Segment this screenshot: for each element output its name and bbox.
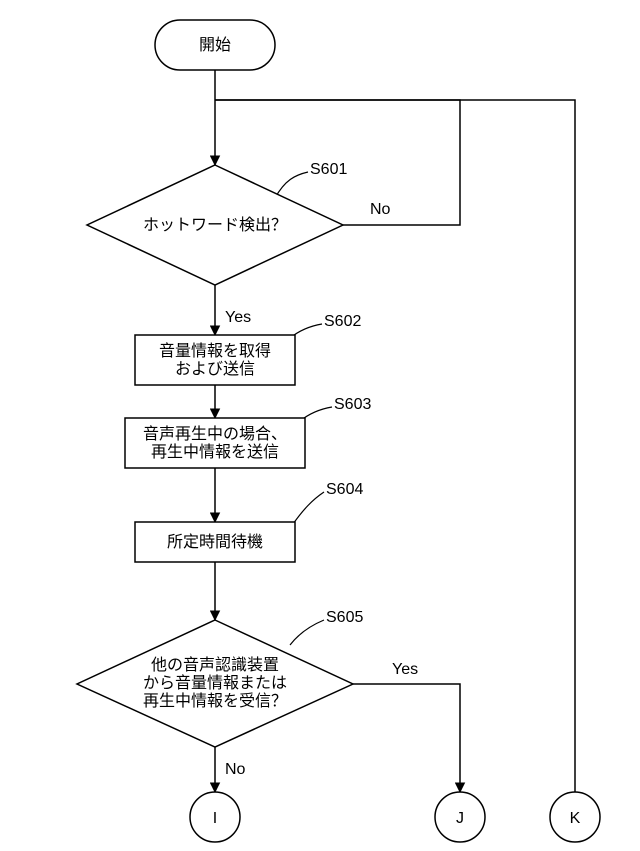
edge-label-s601-no: No [370, 201, 391, 218]
edge-label-s601-yes: Yes [225, 309, 251, 326]
node-connector-j-label: J [456, 810, 464, 827]
flowchart-canvas: No S601 Yes S602 S603 S604 S605 No Yes 開… [0, 0, 640, 851]
node-s604-label: 所定時間待機 [167, 533, 263, 551]
leader-s605 [290, 620, 324, 645]
node-connector-i-label: I [213, 810, 217, 827]
edge-s605-j [353, 684, 460, 792]
node-s603-l2: 再生中情報を送信 [151, 443, 279, 461]
node-s605-l2: から音量情報または [143, 674, 287, 692]
leader-s604 [293, 492, 324, 524]
leader-s601 [275, 172, 308, 198]
node-s601-label: ホットワード検出？ [143, 216, 287, 234]
step-label-s602: S602 [324, 313, 361, 330]
node-s602-l1: 音量情報を取得 [159, 342, 271, 360]
node-s605-l1: 他の音声認識装置 [151, 656, 279, 674]
node-s602-l2: および送信 [175, 360, 255, 378]
node-start-label: 開始 [199, 36, 231, 54]
step-label-s601: S601 [310, 161, 347, 178]
step-label-s603: S603 [334, 396, 371, 413]
node-connector-k-label: K [570, 810, 581, 827]
step-label-s605: S605 [326, 609, 363, 626]
node-s603-l1: 音声再生中の場合、 [143, 425, 287, 443]
node-s605-l3: 再生中情報を受信？ [143, 692, 287, 710]
edge-label-s605-yes: Yes [392, 661, 418, 678]
edge-label-s605-no: No [225, 761, 246, 778]
step-label-s604: S604 [326, 481, 363, 498]
